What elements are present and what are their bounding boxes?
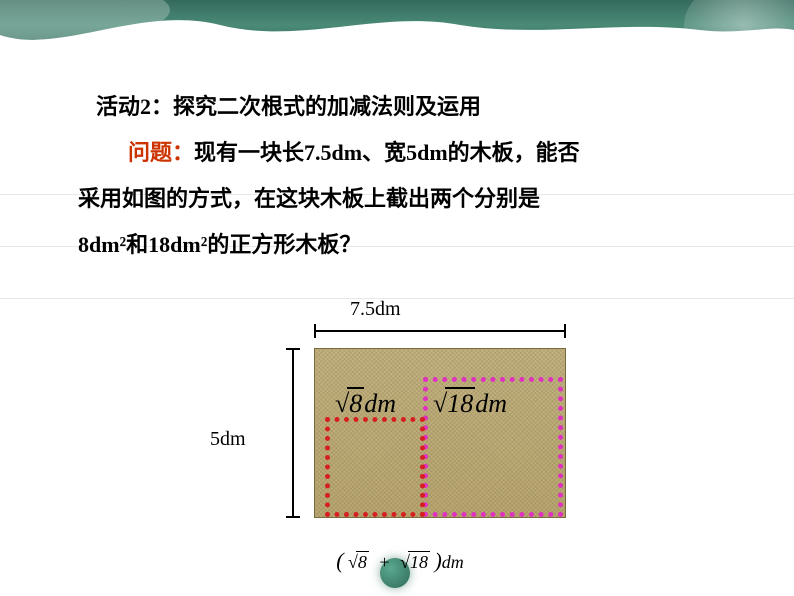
height-dimension-line <box>292 348 294 518</box>
width-label: 7.5dm <box>350 298 401 321</box>
content-block: 活动2：探究二次根式的加减法则及运用 问题：现有一块长7.5dm、宽5dm的木板… <box>78 84 718 268</box>
question-label: 问题： <box>128 140 194 165</box>
square-8-label: √8dm <box>335 387 396 419</box>
diagram: 7.5dm 5dm √8dm √18dm <box>220 298 580 538</box>
activity-line: 活动2：探究二次根式的加减法则及运用 <box>96 84 718 130</box>
square-8 <box>325 417 425 517</box>
bottom-expression: ( √8 + √18 )dm <box>300 548 500 574</box>
banner-wave <box>0 0 794 60</box>
question-line-2: 采用如图的方式，在这块木板上截出两个分别是 <box>78 176 718 222</box>
square-18-label: √18dm <box>433 387 507 419</box>
height-label: 5dm <box>210 428 246 451</box>
question-body-1: 现有一块长7.5dm、宽5dm的木板，能否 <box>194 140 580 165</box>
question-line-1: 问题：现有一块长7.5dm、宽5dm的木板，能否 <box>128 130 718 176</box>
width-dimension-line <box>314 330 566 332</box>
wood-board: √8dm √18dm <box>314 348 566 518</box>
question-line-3: 8dm²和18dm²的正方形木板？ <box>78 222 718 268</box>
